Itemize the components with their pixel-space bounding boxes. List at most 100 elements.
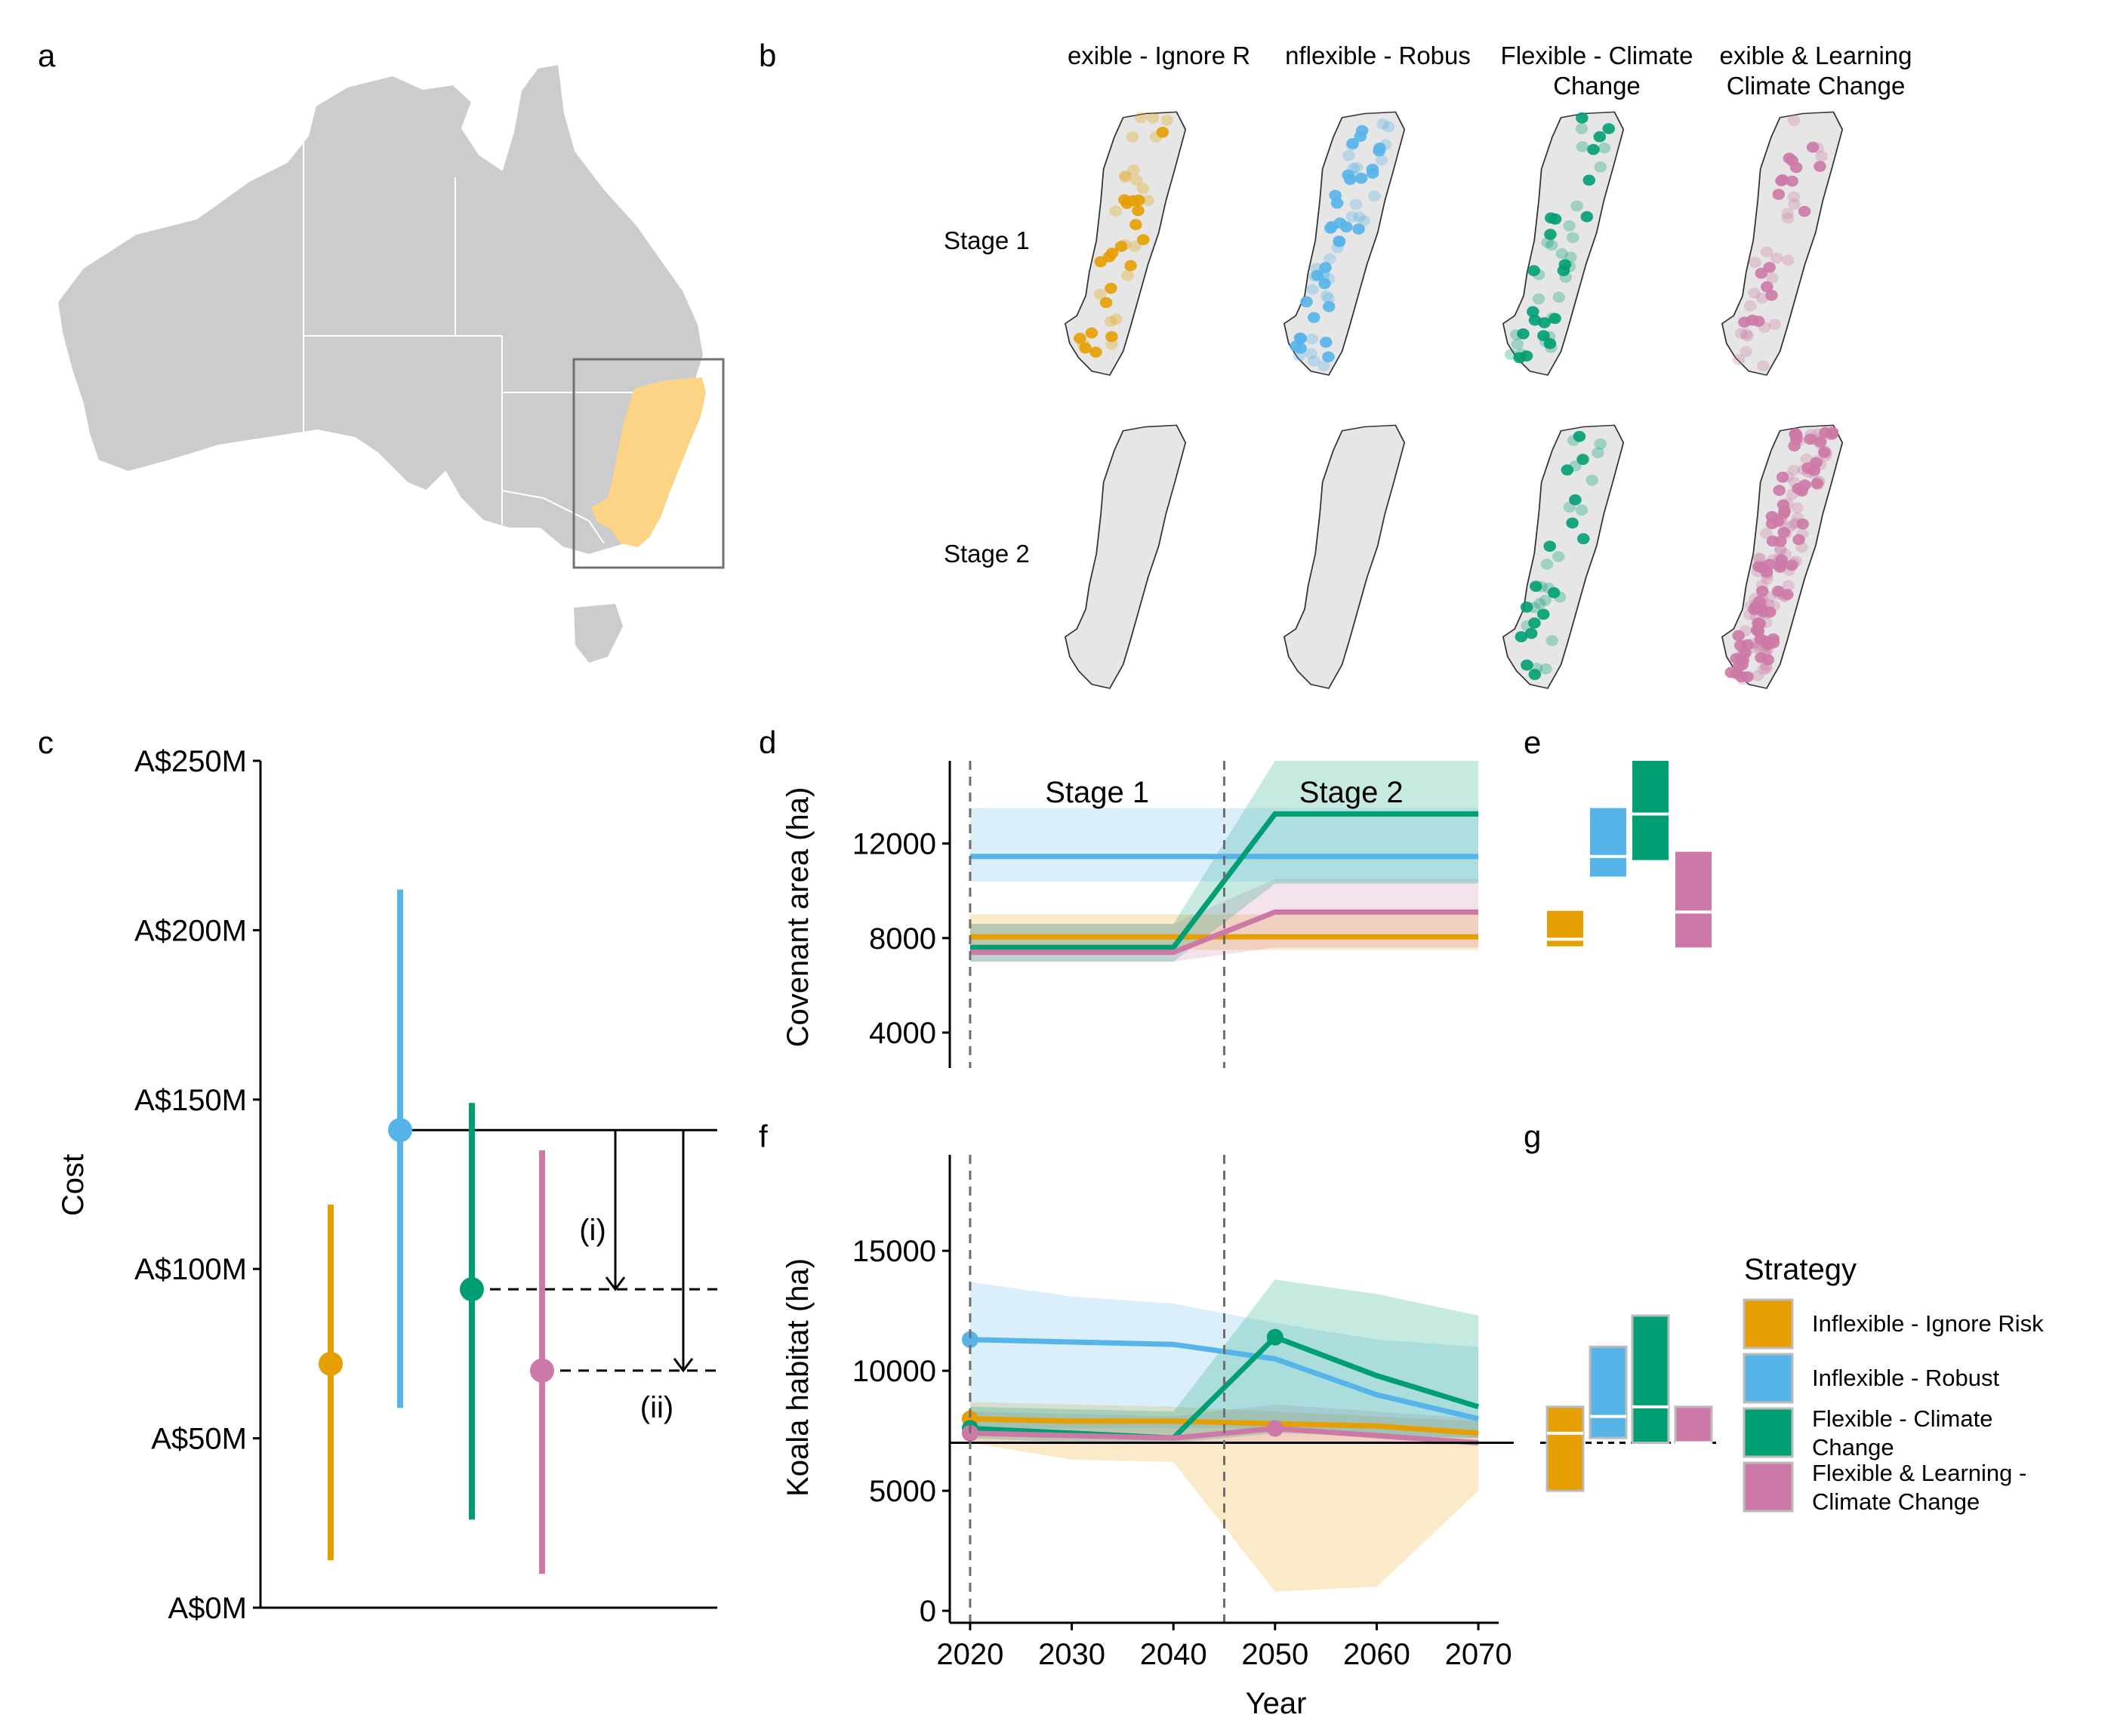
site-point bbox=[1566, 517, 1579, 529]
site-point bbox=[1515, 631, 1528, 642]
site-point bbox=[1766, 272, 1779, 284]
panel-g: g Strategy Inflexible - Ignore RiskInfle… bbox=[1524, 1119, 2044, 1515]
site-point bbox=[1735, 328, 1748, 340]
site-point bbox=[1547, 586, 1561, 599]
site-point bbox=[1552, 291, 1566, 303]
site-point bbox=[1110, 313, 1123, 325]
box-flexible-learning-climate-change bbox=[1675, 851, 1712, 948]
ytick-label: 4000 bbox=[869, 1017, 936, 1050]
site-point bbox=[1104, 315, 1117, 328]
stage-label-2: Stage 2 bbox=[1299, 776, 1404, 809]
site-point bbox=[1129, 219, 1142, 230]
site-point bbox=[1561, 464, 1574, 476]
c-ytick-label: A$100M bbox=[134, 1253, 247, 1286]
site-point bbox=[1319, 262, 1332, 273]
panel-d-label: d bbox=[759, 725, 776, 760]
site-point bbox=[1758, 322, 1771, 334]
xtick-label: 2070 bbox=[1445, 1638, 1512, 1671]
site-point bbox=[1796, 528, 1809, 540]
site-point bbox=[1810, 457, 1823, 469]
panel-e-label: e bbox=[1524, 725, 1541, 760]
panel-a-label: a bbox=[38, 38, 56, 73]
site-point bbox=[1740, 346, 1752, 358]
site-point bbox=[1735, 671, 1748, 683]
column-titles: exible - Ignore R nflexible - Robus Flexib… bbox=[1068, 42, 1912, 100]
site-point bbox=[1317, 360, 1330, 371]
site-point bbox=[1310, 263, 1323, 275]
site-point bbox=[1796, 518, 1809, 530]
site-point bbox=[1818, 446, 1832, 458]
panel-c-label: c bbox=[38, 725, 54, 760]
site-point bbox=[1557, 265, 1570, 276]
site-point bbox=[1776, 471, 1789, 483]
site-point bbox=[1121, 269, 1134, 282]
site-point bbox=[1819, 450, 1832, 462]
site-point bbox=[1077, 338, 1090, 350]
ytick-label: 8000 bbox=[869, 922, 936, 956]
site-point bbox=[1079, 342, 1092, 354]
site-point bbox=[1791, 502, 1804, 514]
site-point bbox=[1752, 641, 1766, 652]
site-point bbox=[1810, 478, 1823, 490]
line-flexible-climate-change bbox=[969, 1334, 1480, 1441]
site-point bbox=[1099, 297, 1113, 309]
site-point bbox=[1366, 163, 1379, 175]
site-point bbox=[1781, 212, 1795, 224]
site-point bbox=[1559, 272, 1572, 283]
legend-key-inflexible-robust bbox=[1743, 1353, 1794, 1404]
ytick-label: 10000 bbox=[852, 1355, 936, 1388]
site-point bbox=[1382, 121, 1395, 133]
site-point bbox=[1294, 332, 1308, 344]
site-point bbox=[1322, 293, 1336, 304]
site-point bbox=[1124, 260, 1137, 272]
site-point bbox=[1357, 215, 1370, 226]
c-point-inflexible-ignore-risk bbox=[319, 1351, 343, 1376]
site-point bbox=[1781, 254, 1795, 266]
site-point bbox=[1771, 585, 1785, 597]
site-point bbox=[1817, 446, 1831, 458]
map-outline bbox=[1283, 424, 1406, 689]
box-flexible-climate-change bbox=[1631, 1314, 1670, 1445]
site-point bbox=[1740, 328, 1753, 340]
site-point bbox=[1733, 639, 1747, 651]
site-point bbox=[1130, 174, 1143, 186]
site-point bbox=[1576, 454, 1589, 466]
xtick-label: 2040 bbox=[1140, 1638, 1207, 1671]
site-point bbox=[1749, 602, 1762, 613]
site-point bbox=[1375, 154, 1388, 166]
site-point bbox=[1773, 543, 1787, 555]
site-point bbox=[1567, 435, 1580, 446]
site-point bbox=[1564, 251, 1577, 263]
tasmania bbox=[574, 604, 623, 663]
site-point bbox=[1809, 433, 1822, 445]
site-point bbox=[1789, 428, 1801, 440]
c-arrow-i-head bbox=[605, 1276, 626, 1291]
site-point bbox=[1761, 281, 1773, 293]
site-point bbox=[1575, 123, 1589, 134]
c-ytick-label: A$50M bbox=[151, 1423, 247, 1456]
site-point bbox=[1749, 642, 1762, 654]
c-annotation-i: (i) bbox=[579, 1214, 606, 1247]
map-2-4 bbox=[1721, 424, 1844, 689]
state-border bbox=[501, 490, 605, 544]
site-point bbox=[1765, 289, 1778, 301]
site-point bbox=[1755, 267, 1768, 279]
site-point bbox=[1773, 556, 1786, 568]
site-point bbox=[1781, 208, 1794, 220]
site-point bbox=[1539, 663, 1552, 675]
site-point bbox=[1109, 205, 1122, 217]
site-point bbox=[1815, 150, 1828, 162]
site-point bbox=[1156, 126, 1169, 138]
xtick-label: 2050 bbox=[1241, 1638, 1308, 1671]
line-flexible-learning-climate-change bbox=[969, 909, 1478, 956]
site-point bbox=[1736, 645, 1750, 657]
site-point bbox=[1119, 171, 1132, 183]
site-point bbox=[1330, 197, 1344, 209]
site-point bbox=[1787, 519, 1800, 530]
c-annotation-ii: (ii) bbox=[640, 1391, 673, 1424]
site-point bbox=[1792, 482, 1804, 494]
site-point bbox=[1105, 331, 1118, 343]
xtick-label: 2030 bbox=[1038, 1638, 1105, 1671]
site-point bbox=[1755, 585, 1769, 597]
